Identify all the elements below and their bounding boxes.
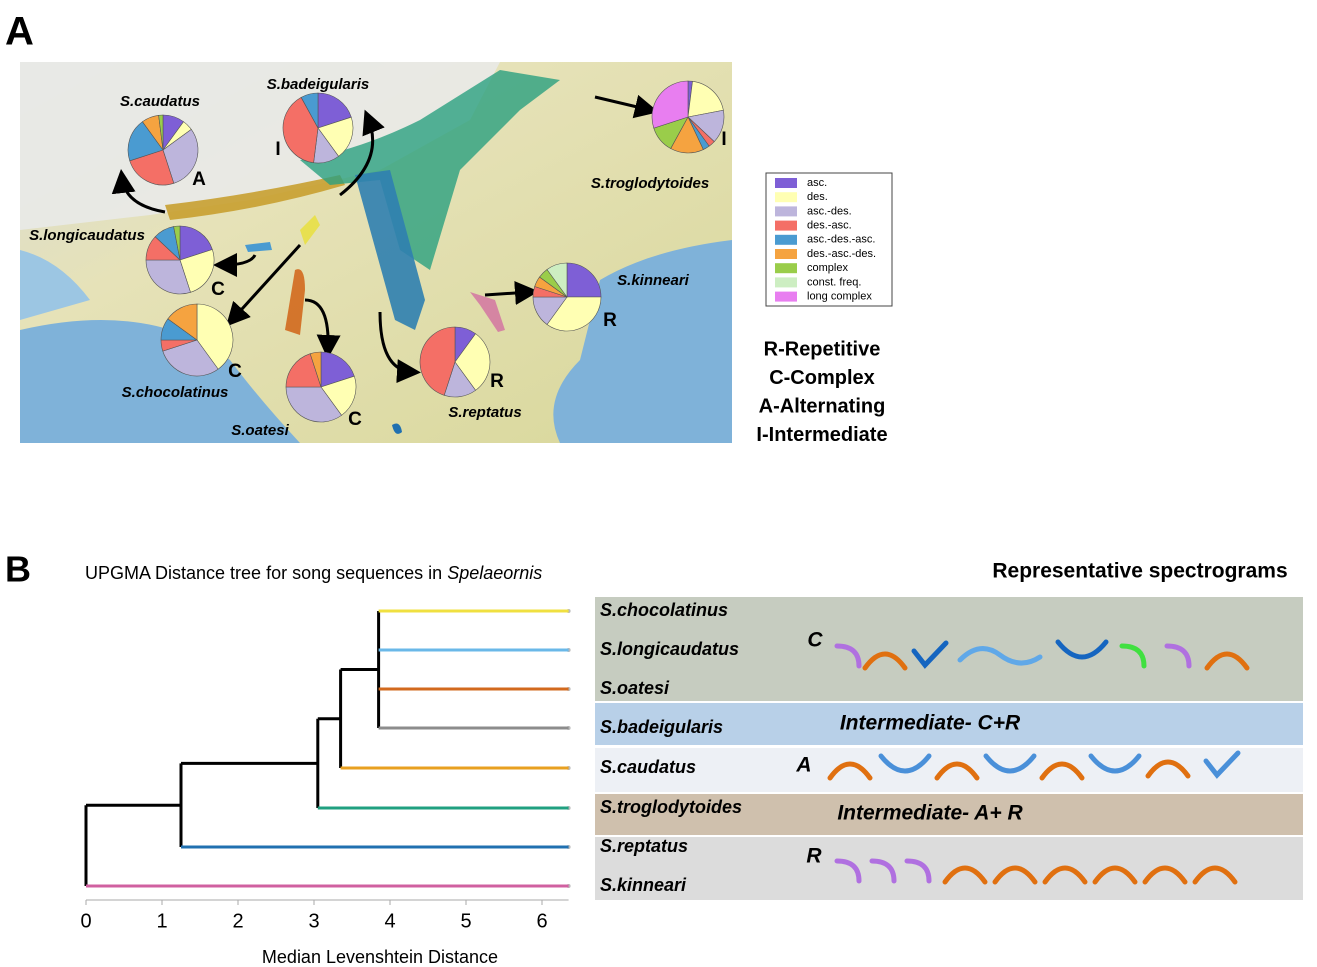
song-class: I bbox=[721, 129, 726, 150]
title-text: UPGMA Distance tree for song sequences i… bbox=[85, 563, 447, 583]
legend-swatch bbox=[775, 263, 797, 273]
tip-label: S.reptatus bbox=[600, 836, 688, 856]
spectro-title: Representative spectrograms bbox=[992, 560, 1287, 583]
legend-label: asc.-des. bbox=[807, 205, 852, 217]
legend-label: des.-asc. bbox=[807, 220, 852, 232]
class-key: R-Repetitive bbox=[764, 338, 881, 360]
legend-swatch bbox=[775, 292, 797, 302]
legend-swatch bbox=[775, 221, 797, 231]
x-axis-label: Median Levenshtein Distance bbox=[262, 947, 498, 967]
legend-label: asc. bbox=[807, 177, 827, 189]
figure: A S.caudatus A S.badeigularis I S.troglodyto… bbox=[0, 0, 1317, 967]
legend-swatch bbox=[775, 206, 797, 216]
x-tick-label: 1 bbox=[156, 910, 167, 932]
legend-swatch bbox=[775, 277, 797, 287]
species-name: S.badeigularis bbox=[267, 76, 370, 93]
species-name: S.oatesi bbox=[231, 422, 289, 439]
class-key: C-Complex bbox=[769, 367, 875, 389]
panel-label: A bbox=[5, 10, 34, 54]
legend-swatch bbox=[775, 235, 797, 245]
species-name: S.kinneari bbox=[617, 272, 690, 289]
x-tick-label: 2 bbox=[232, 910, 243, 932]
x-tick-label: 5 bbox=[460, 910, 471, 932]
band-label: A bbox=[795, 754, 811, 777]
species-name: S.chocolatinus bbox=[122, 384, 229, 401]
species-name: S.caudatus bbox=[120, 93, 200, 110]
song-class: C bbox=[228, 361, 242, 382]
legend-label: long complex bbox=[807, 291, 872, 303]
tip-label: S.oatesi bbox=[600, 678, 670, 698]
tip-label: S.troglodytoides bbox=[600, 797, 742, 817]
tree-title: UPGMA Distance tree for song sequences i… bbox=[85, 563, 542, 583]
legend-label: des.-asc.-des. bbox=[807, 248, 876, 260]
tip-label: S.kinneari bbox=[600, 875, 687, 895]
legend-swatch bbox=[775, 192, 797, 202]
band-label: Intermediate- A+ R bbox=[837, 802, 1023, 825]
legend-swatch bbox=[775, 249, 797, 259]
x-tick-label: 0 bbox=[80, 910, 91, 932]
species-name: S.troglodytoides bbox=[591, 175, 709, 192]
tip-label: S.caudatus bbox=[600, 757, 696, 777]
tip-label: S.badeigularis bbox=[600, 717, 723, 737]
tip-label: S.chocolatinus bbox=[600, 600, 728, 620]
song-class: C bbox=[348, 409, 362, 430]
x-tick-label: 6 bbox=[536, 910, 547, 932]
song-class: A bbox=[192, 169, 206, 190]
tip-label: S.longicaudatus bbox=[600, 639, 739, 659]
song-class: R bbox=[490, 371, 504, 392]
band-label: C bbox=[807, 629, 823, 652]
legend-label: complex bbox=[807, 262, 848, 274]
class-key: I-Intermediate bbox=[756, 424, 887, 446]
species-name: S.longicaudatus bbox=[29, 227, 145, 244]
x-tick-label: 3 bbox=[308, 910, 319, 932]
song-class: R bbox=[603, 310, 617, 331]
x-tick-label: 4 bbox=[384, 910, 395, 932]
band-label: Intermediate- C+R bbox=[840, 712, 1021, 735]
legend-label: const. freq. bbox=[807, 276, 861, 288]
spectro-band bbox=[595, 837, 1303, 900]
class-key: A-Alternating bbox=[759, 395, 886, 417]
song-class: C bbox=[211, 279, 225, 300]
legend-label: asc.-des.-asc. bbox=[807, 234, 875, 246]
title-italic: Spelaeornis bbox=[447, 563, 542, 583]
legend-label: des. bbox=[807, 191, 828, 203]
song-class: I bbox=[275, 139, 280, 160]
species-name: S.reptatus bbox=[448, 404, 521, 421]
spectro-band bbox=[595, 748, 1303, 792]
panel-label: B bbox=[5, 549, 31, 590]
legend-swatch bbox=[775, 178, 797, 188]
band-label: R bbox=[806, 845, 822, 868]
